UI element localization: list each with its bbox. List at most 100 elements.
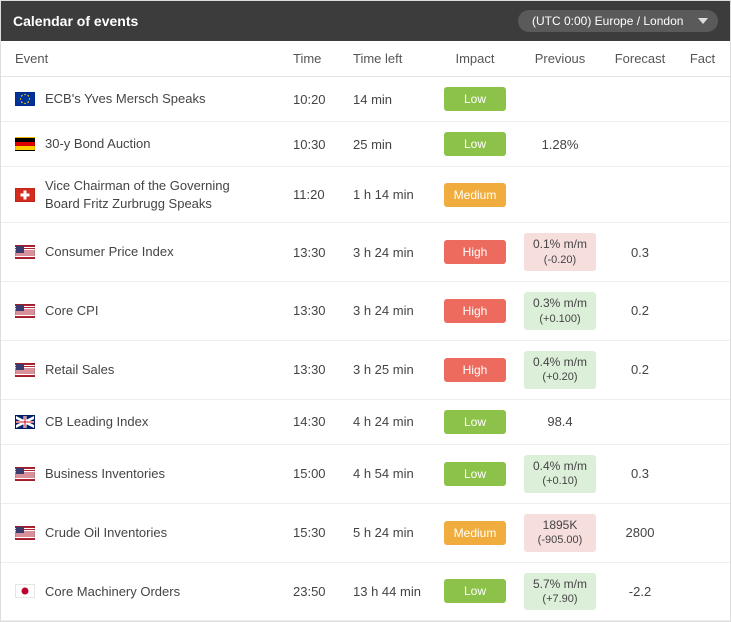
event-impact-cell: Low — [435, 562, 515, 621]
previous-box: 0.4% m/m(+0.20) — [524, 351, 596, 389]
ch-flag-icon — [15, 188, 35, 202]
col-forecast[interactable]: Forecast — [605, 41, 675, 77]
timezone-value: (UTC 0:00) Europe / London — [532, 14, 683, 28]
previous-main: 0.1% m/m — [530, 237, 590, 253]
event-fact — [675, 444, 730, 503]
table-row[interactable]: 30-y Bond Auction10:3025 minLow1.28% — [1, 122, 730, 167]
table-row[interactable]: Consumer Price Index13:303 h 24 minHigh0… — [1, 223, 730, 282]
table-row[interactable]: Crude Oil Inventories 15:305 h 24 minMedi… — [1, 503, 730, 562]
event-cell: 30-y Bond Auction — [1, 122, 285, 167]
table-row[interactable]: Retail Sales13:303 h 25 minHigh0.4% m/m(… — [1, 340, 730, 399]
event-forecast — [605, 77, 675, 122]
event-fact — [675, 167, 730, 223]
col-timeleft[interactable]: Time left — [345, 41, 435, 77]
table-row[interactable]: ECB's Yves Mersch Speaks10:2014 minLow — [1, 77, 730, 122]
event-time: 10:30 — [285, 122, 345, 167]
event-cell: Retail Sales — [1, 340, 285, 399]
jp-flag-icon — [15, 584, 35, 598]
events-table: Event Time Time left Impact Previous For… — [1, 41, 730, 621]
event-impact-cell: Low — [435, 122, 515, 167]
event-previous-cell: 0.4% m/m(+0.10) — [515, 444, 605, 503]
eu-flag-icon — [15, 92, 35, 106]
event-impact-cell: Medium — [435, 503, 515, 562]
event-timeleft: 4 h 54 min — [345, 444, 435, 503]
event-timeleft: 1 h 14 min — [345, 167, 435, 223]
col-time[interactable]: Time — [285, 41, 345, 77]
event-cell: CB Leading Index — [1, 399, 285, 444]
event-cell: Vice Chairman of the Governing Board Fri… — [1, 167, 285, 223]
event-time: 13:30 — [285, 340, 345, 399]
gb-flag-icon — [15, 415, 35, 429]
previous-box: 0.4% m/m(+0.10) — [524, 455, 596, 493]
event-name: CB Leading Index — [45, 413, 148, 431]
col-fact[interactable]: Fact — [675, 41, 730, 77]
event-timeleft: 13 h 44 min — [345, 562, 435, 621]
event-previous-cell: 0.1% m/m(-0.20) — [515, 223, 605, 282]
event-timeleft: 3 h 24 min — [345, 223, 435, 282]
previous-box: 0.1% m/m(-0.20) — [524, 233, 596, 271]
impact-badge: Low — [444, 462, 506, 486]
us-flag-icon — [15, 526, 35, 540]
event-name: Core CPI — [45, 302, 98, 320]
previous-delta: (+0.10) — [530, 474, 590, 488]
previous-value: 1.28% — [542, 137, 579, 152]
event-forecast — [605, 122, 675, 167]
table-row[interactable]: Core Machinery Orders 23:5013 h 44 minLow… — [1, 562, 730, 621]
us-flag-icon — [15, 304, 35, 318]
event-forecast: -2.2 — [605, 562, 675, 621]
event-timeleft: 14 min — [345, 77, 435, 122]
previous-main: 0.3% m/m — [530, 296, 590, 312]
table-header-row: Event Time Time left Impact Previous For… — [1, 41, 730, 77]
event-time: 23:50 — [285, 562, 345, 621]
event-impact-cell: High — [435, 223, 515, 282]
event-name: Crude Oil Inventories — [45, 524, 167, 542]
impact-badge: High — [444, 358, 506, 382]
event-impact-cell: Low — [435, 444, 515, 503]
event-previous-cell: 0.3% m/m(+0.100) — [515, 281, 605, 340]
event-previous-cell: 0.4% m/m(+0.20) — [515, 340, 605, 399]
timezone-select[interactable]: (UTC 0:00) Europe / London — [518, 10, 718, 32]
us-flag-icon — [15, 363, 35, 377]
event-timeleft: 3 h 24 min — [345, 281, 435, 340]
table-row[interactable]: Vice Chairman of the Governing Board Fri… — [1, 167, 730, 223]
table-row[interactable]: CB Leading Index14:304 h 24 minLow98.4 — [1, 399, 730, 444]
event-fact — [675, 281, 730, 340]
event-impact-cell: High — [435, 281, 515, 340]
event-timeleft: 4 h 24 min — [345, 399, 435, 444]
event-fact — [675, 503, 730, 562]
event-name: Vice Chairman of the Governing Board Fri… — [45, 177, 255, 212]
table-row[interactable]: Core CPI13:303 h 24 minHigh0.3% m/m(+0.1… — [1, 281, 730, 340]
previous-main: 5.7% m/m — [530, 577, 590, 593]
col-impact[interactable]: Impact — [435, 41, 515, 77]
event-time: 15:30 — [285, 503, 345, 562]
event-fact — [675, 340, 730, 399]
event-previous-cell: 1.28% — [515, 122, 605, 167]
table-row[interactable]: Business Inventories15:004 h 54 min Low 0.… — [1, 444, 730, 503]
event-time: 14:30 — [285, 399, 345, 444]
previous-main: 0.4% m/m — [530, 355, 590, 371]
event-time: 10:20 — [285, 77, 345, 122]
event-previous-cell: 98.4 — [515, 399, 605, 444]
previous-main: 0.4% m/m — [530, 459, 590, 475]
event-previous-cell: 5.7% m/m(+7.90) — [515, 562, 605, 621]
event-name: Core Machinery Orders — [45, 583, 180, 601]
col-event[interactable]: Event — [1, 41, 285, 77]
event-time: 11:20 — [285, 167, 345, 223]
event-impact-cell: Low — [435, 77, 515, 122]
event-forecast: 0.2 — [605, 281, 675, 340]
previous-delta: (+7.90) — [530, 592, 590, 606]
event-time: 15:00 — [285, 444, 345, 503]
col-previous[interactable]: Previous — [515, 41, 605, 77]
previous-delta: (+0.100) — [530, 312, 590, 326]
event-fact — [675, 562, 730, 621]
previous-delta: (-0.20) — [530, 253, 590, 267]
previous-delta: (+0.20) — [530, 370, 590, 384]
event-cell: Business Inventories — [1, 444, 285, 503]
widget-title: Calendar of events — [13, 13, 138, 29]
event-forecast — [605, 167, 675, 223]
event-timeleft: 5 h 24 min — [345, 503, 435, 562]
previous-main: 1895K — [530, 518, 590, 534]
event-previous-cell — [515, 167, 605, 223]
event-forecast: 2800 — [605, 503, 675, 562]
impact-badge: Medium — [444, 183, 506, 207]
